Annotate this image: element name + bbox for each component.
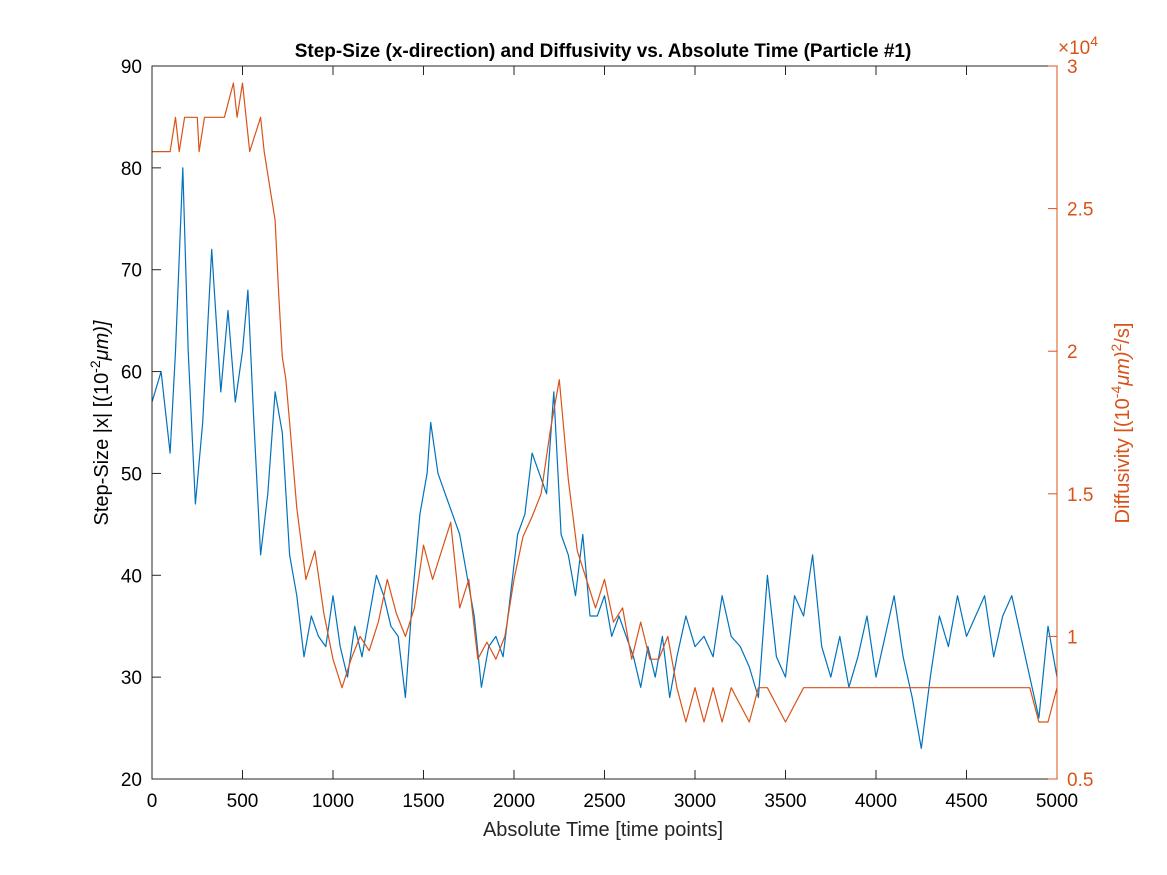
right-axis-exponent: ×104 (1058, 33, 1098, 59)
x-tick-label: 1500 (402, 791, 444, 812)
x-tick-label: 5000 (1036, 791, 1078, 812)
right-y-tick-label: 1.5 (1067, 485, 1093, 506)
left-y-tick-label: 70 (121, 261, 142, 282)
right-y-axis-label-unit: μm) (1112, 351, 1134, 386)
right-y-tick-label: 3 (1067, 57, 1078, 78)
x-axis-ticks: 0 500 1000 1500 2000 2500 3000 3500 4000 4500 5000 (147, 66, 1078, 812)
chart-title: Step-Size (x-direction) and Diffusivity … (295, 41, 912, 62)
left-y-tick-label: 30 (121, 668, 142, 689)
left-y-axis-ticks: 20 30 40 50 60 70 80 90 (121, 57, 161, 791)
left-y-axis-label: Step-Size |x| [(10-2μm)] (87, 320, 113, 525)
left-y-axis-label-exponent: -2 (87, 360, 103, 373)
right-y-tick-label: 2 (1067, 342, 1078, 363)
x-tick-label: 1000 (312, 791, 354, 812)
series-layer (151, 82, 1058, 750)
left-y-tick-label: 90 (121, 57, 142, 78)
right-y-axis-label-exponent: -4 (1108, 386, 1124, 399)
right-axis-exponent-power: 4 (1090, 33, 1098, 49)
x-tick-label: 500 (227, 791, 259, 812)
right-y-axis-label-main: Diffusivity [(10 (1112, 398, 1134, 523)
x-axis-label: Absolute Time [time points] (483, 819, 723, 841)
x-tick-label: 3500 (764, 791, 806, 812)
left-y-axis-label-main: Step-Size |x| [(10 (91, 373, 113, 526)
x-tick-label: 4000 (855, 791, 897, 812)
left-y-tick-label: 20 (121, 770, 142, 791)
right-y-tick-label: 1 (1067, 627, 1078, 648)
left-y-tick-label: 40 (121, 566, 142, 587)
right-axis-exponent-base: ×10 (1058, 38, 1090, 59)
x-tick-label: 0 (147, 791, 158, 812)
left-y-tick-label: 50 (121, 464, 142, 485)
x-tick-label: 3000 (674, 791, 716, 812)
right-y-axis-label-square: 2 (1108, 343, 1124, 351)
x-tick-label: 4500 (945, 791, 987, 812)
left-y-tick-label: 80 (121, 159, 142, 180)
x-tick-label: 2000 (493, 791, 535, 812)
right-y-axis-label-per-second: /s] (1112, 323, 1134, 344)
right-y-axis-label: Diffusivity [(10-4μm)2/s] (1108, 323, 1134, 524)
diffusivity-series-line (152, 82, 1058, 723)
right-y-tick-label: 2.5 (1067, 200, 1093, 221)
step-size-series-line (151, 167, 1058, 750)
left-y-tick-label: 60 (121, 363, 142, 384)
x-tick-label: 2500 (583, 791, 625, 812)
left-y-axis-label-unit: μm)] (91, 320, 113, 361)
right-y-axis-ticks: 0.5 1 1.5 2 2.5 3 (1048, 57, 1093, 791)
right-y-tick-label: 0.5 (1067, 770, 1093, 791)
